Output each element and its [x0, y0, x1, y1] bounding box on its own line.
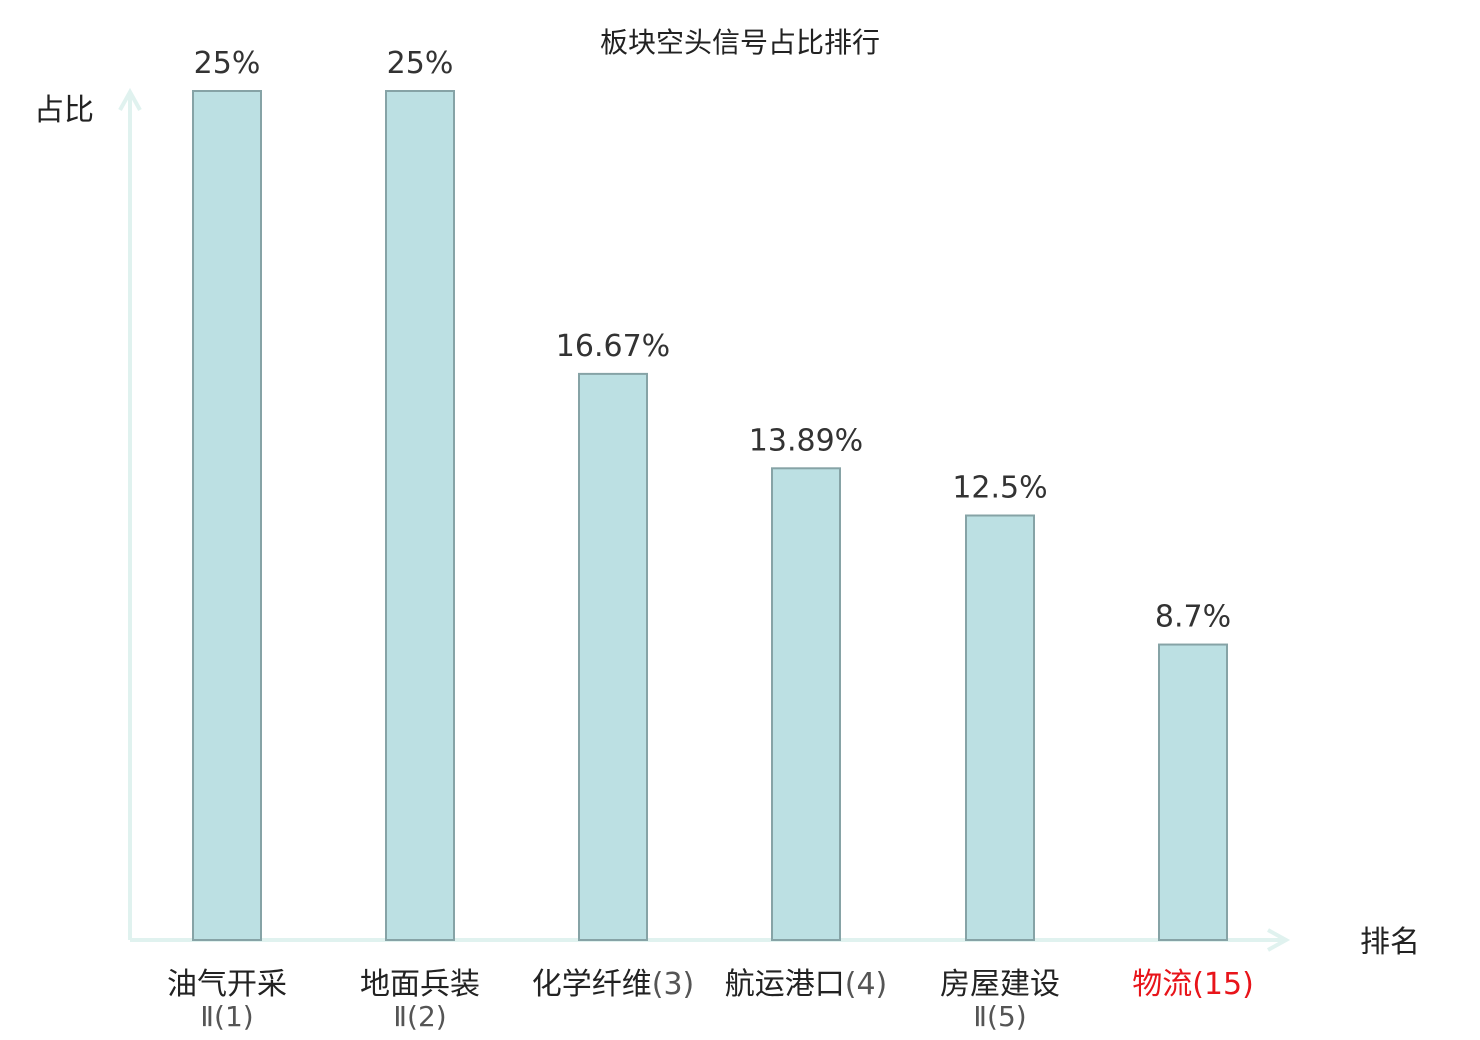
category-label: 化学纤维(3) — [532, 967, 695, 1002]
category-label: 地面兵装 — [360, 967, 480, 1002]
bar — [578, 372, 648, 942]
chart-title: 板块空头信号占比排行 — [600, 26, 880, 59]
x-axis-arrow-icon — [1267, 928, 1291, 952]
y-axis-label: 占比 — [34, 93, 94, 128]
bar-value-label: 8.7% — [1155, 600, 1231, 635]
category-rank-label: Ⅱ(1) — [200, 1000, 253, 1033]
y-axis-arrow-icon — [118, 87, 142, 111]
x-axis — [130, 928, 1291, 952]
bar-value-label: 25% — [387, 46, 454, 81]
bar — [1158, 643, 1228, 941]
bar-value-label: 25% — [194, 46, 261, 81]
category-rank-label: Ⅱ(5) — [973, 1000, 1026, 1033]
bar-value-label: 13.89% — [749, 423, 863, 458]
y-axis — [118, 87, 142, 940]
category-label: 房屋建设 — [940, 967, 1060, 1002]
bar — [771, 467, 841, 941]
x-axis-label: 排名 — [1360, 925, 1420, 960]
category-label: 油气开采 — [167, 967, 287, 1002]
bar — [965, 514, 1035, 941]
bar-value-label: 12.5% — [952, 471, 1047, 506]
bar — [192, 90, 262, 941]
category-label: 航运港口(4) — [725, 967, 888, 1002]
bar-value-label: 16.67% — [556, 329, 670, 364]
category-label: 物流(15) — [1132, 967, 1254, 1002]
bar — [385, 90, 455, 941]
category-rank-label: Ⅱ(2) — [393, 1000, 446, 1033]
